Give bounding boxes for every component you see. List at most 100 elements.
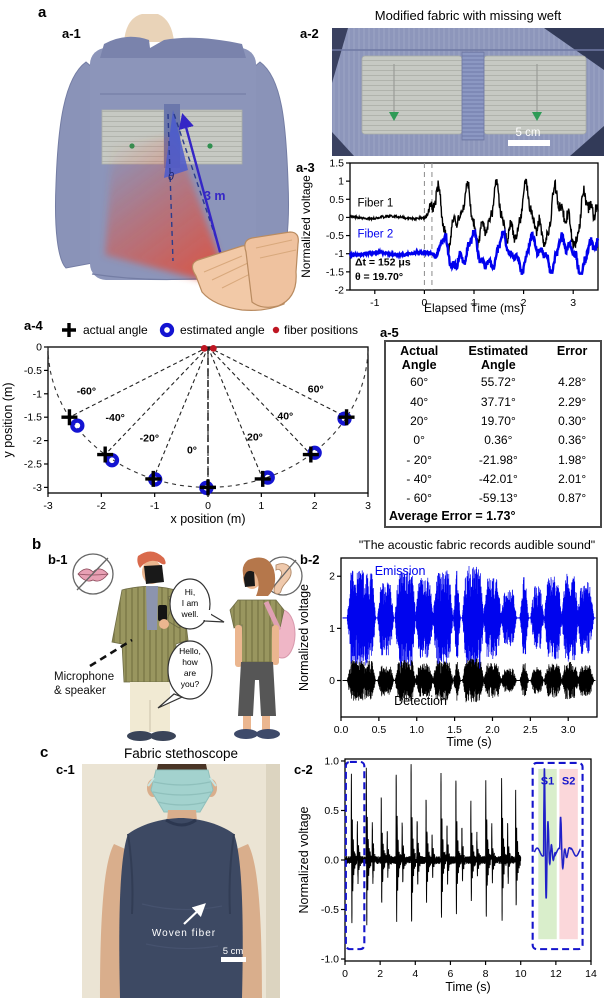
svg-text:θ = 19.70°: θ = 19.70° <box>355 271 403 283</box>
table-cell: 0° <box>413 433 425 448</box>
orange-hair <box>137 551 166 568</box>
panel-c1-title: Fabric stethoscope <box>123 746 239 761</box>
a1-shirt-photo: 3 m θ <box>55 14 299 311</box>
svg-text:60°: 60° <box>308 383 324 395</box>
table-cell: 19.70° <box>480 413 516 428</box>
svg-text:x position (m): x position (m) <box>170 512 245 526</box>
table-cell: 2.29° <box>558 394 587 409</box>
speech-line: I am <box>182 598 199 608</box>
speech-line: are <box>184 668 197 678</box>
svg-text:8: 8 <box>483 968 489 980</box>
table-row: - 60° -59.13° 0.87° <box>386 491 600 505</box>
speech-line: Hello, <box>179 646 201 656</box>
svg-text:-3: -3 <box>33 482 42 494</box>
svg-text:-1.0: -1.0 <box>321 954 339 966</box>
svg-text:-2.5: -2.5 <box>24 458 42 470</box>
svg-text:1: 1 <box>258 500 264 512</box>
panel-b-label: b <box>32 536 42 553</box>
fiber-marker-right <box>207 143 213 149</box>
svg-text:2: 2 <box>312 500 318 512</box>
svg-text:Normalized voltage: Normalized voltage <box>297 806 311 913</box>
svg-text:-60°: -60° <box>77 386 96 398</box>
fiber-pin-left <box>389 112 399 121</box>
svg-text:0: 0 <box>342 968 348 980</box>
table-cell: 37.71° <box>480 394 516 409</box>
svg-text:0: 0 <box>329 675 335 687</box>
microphone-speaker-label: & speaker <box>54 685 106 697</box>
c2-heartbeat-chart: 0 2 4 6 8 10 12 14 1.0 0.5 0.0 -0.5 -1.0 S1 S2 Time (s)… <box>296 744 604 1000</box>
table-body: 60° 55.72° 4.28° 40° 37.71° 2.29° 20° 19.70° 0.3… <box>386 373 600 509</box>
table-header-cell: Error <box>556 344 588 358</box>
speech-line: you? <box>181 679 200 689</box>
c2-chart-svg: 0 2 4 6 8 10 12 14 1.0 0.5 0.0 -0.5 -1.0 S1 S2 Time (s)… <box>297 755 597 994</box>
speech-bubble-left-person: Hello, how are you? <box>157 640 213 709</box>
face-mask-left-person <box>144 565 164 584</box>
svg-text:Detection: Detection <box>394 694 447 708</box>
panel-b1-label: b-1 <box>48 552 68 567</box>
table-header-cell: Estimated Angle <box>468 344 529 372</box>
svg-text:3: 3 <box>365 500 371 512</box>
svg-text:-1.5: -1.5 <box>24 412 42 424</box>
svg-text:-40°: -40° <box>106 412 125 424</box>
svg-text:10: 10 <box>515 968 527 980</box>
svg-text:1: 1 <box>471 297 477 309</box>
b1-conversation-illustration: Hi, I am well. Hello, how are you? Micro… <box>54 551 303 741</box>
woven-fiber-arrow <box>183 903 206 925</box>
svg-text:fiber positions: fiber positions <box>284 323 358 337</box>
a3-voltage-chart: -1 0 1 2 3 1.5 1 0.5 0 -0.5 -1 -1.5 -2 Fiber 1 Fiber 2… <box>296 154 604 316</box>
table-row: - 40° -42.01° 2.01° <box>386 472 600 486</box>
table-cell: 4.28° <box>558 375 587 390</box>
svg-text:estimated angle: estimated angle <box>180 323 265 337</box>
table-cell: 20° <box>410 413 429 428</box>
svg-text:Time (s): Time (s) <box>445 980 490 994</box>
svg-text:2: 2 <box>329 571 335 583</box>
table-row: 0° 0.36° 0.36° <box>386 433 600 447</box>
speech-bubble-right-person: Hi, I am well. <box>169 578 225 630</box>
mannequin-neck <box>124 14 174 42</box>
table-row: 40° 37.71° 2.29° <box>386 395 600 409</box>
a2-fabric-photo: 5 cm <box>332 28 604 156</box>
face-mask-right-person <box>243 570 255 587</box>
svg-text:Normalized voltage: Normalized voltage <box>297 584 311 691</box>
table-row: 20° 19.70° 0.30° <box>386 414 600 428</box>
scalebar-label: 5 cm <box>223 946 244 957</box>
brown-hair <box>242 557 276 596</box>
woven-patch-right <box>483 55 587 135</box>
svg-text:Δt = 152 μs: Δt = 152 μs <box>355 256 411 268</box>
woven-patch-left <box>361 55 463 135</box>
vertical-guide-dashed <box>167 113 174 262</box>
distance-label: 3 m <box>204 189 226 203</box>
a5-error-table: Actual Angle Estimated Angle Error 60° 55.7… <box>384 340 602 528</box>
svg-text:-0.5: -0.5 <box>24 365 42 377</box>
svg-text:0.0: 0.0 <box>334 724 349 736</box>
svg-text:-2: -2 <box>33 435 42 447</box>
svg-text:-2: -2 <box>97 500 106 512</box>
sleeve-shadow-topleft <box>332 28 348 83</box>
panel-a2-label: a-2 <box>300 26 319 41</box>
svg-text:-3: -3 <box>43 500 52 512</box>
svg-text:Normalized voltage: Normalized voltage <box>299 175 313 278</box>
table-cell: 0.36° <box>484 433 513 448</box>
svg-text:2.0: 2.0 <box>485 724 500 736</box>
table-cell: 1.98° <box>558 452 587 467</box>
table-row: - 20° -21.98° 1.98° <box>386 453 600 467</box>
svg-text:2: 2 <box>377 968 383 980</box>
table-header-row: Actual Angle Estimated Angle Error <box>386 342 600 373</box>
svg-text:0: 0 <box>421 297 427 309</box>
sleeve-shadow-topright <box>544 28 604 70</box>
table-cell: 60° <box>410 375 429 390</box>
svg-text:-2: -2 <box>335 285 344 297</box>
svg-text:3: 3 <box>570 297 576 309</box>
svg-text:0: 0 <box>36 342 42 354</box>
speech-line: well. <box>180 609 198 619</box>
svg-text:0: 0 <box>205 500 211 512</box>
person-right <box>229 557 296 739</box>
svg-text:-1: -1 <box>33 388 42 400</box>
a3-chart-svg: -1 0 1 2 3 1.5 1 0.5 0 -0.5 -1 -1.5 -2 Fiber 1 Fiber 2… <box>299 158 600 315</box>
svg-text:20°: 20° <box>247 432 263 444</box>
svg-text:6: 6 <box>448 968 454 980</box>
svg-text:40°: 40° <box>277 411 293 423</box>
svg-text:actual angle: actual angle <box>83 323 148 337</box>
svg-text:-1: -1 <box>370 297 379 309</box>
